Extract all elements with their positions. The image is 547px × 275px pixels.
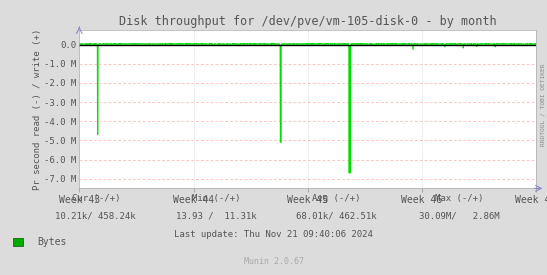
Text: Bytes: Bytes <box>37 237 67 247</box>
Text: RRDTOOL / TOBI OETIKER: RRDTOOL / TOBI OETIKER <box>541 63 546 146</box>
Text: 13.93 /  11.31k: 13.93 / 11.31k <box>176 212 257 221</box>
Text: 10.21k/ 458.24k: 10.21k/ 458.24k <box>55 212 136 221</box>
Text: Last update: Thu Nov 21 09:40:06 2024: Last update: Thu Nov 21 09:40:06 2024 <box>174 230 373 239</box>
Y-axis label: Pr second read (-) / write (+): Pr second read (-) / write (+) <box>32 29 42 190</box>
Text: Avg (-/+): Avg (-/+) <box>312 194 360 203</box>
Text: Min (-/+): Min (-/+) <box>192 194 240 203</box>
Text: Cur (-/+): Cur (-/+) <box>72 194 120 203</box>
Text: Munin 2.0.67: Munin 2.0.67 <box>243 257 304 266</box>
Text: Max (-/+): Max (-/+) <box>435 194 484 203</box>
Title: Disk throughput for /dev/pve/vm-105-disk-0 - by month: Disk throughput for /dev/pve/vm-105-disk… <box>119 15 497 28</box>
Bar <box>13 238 24 246</box>
Text: 68.01k/ 462.51k: 68.01k/ 462.51k <box>296 212 377 221</box>
Text: 30.09M/   2.86M: 30.09M/ 2.86M <box>419 212 500 221</box>
